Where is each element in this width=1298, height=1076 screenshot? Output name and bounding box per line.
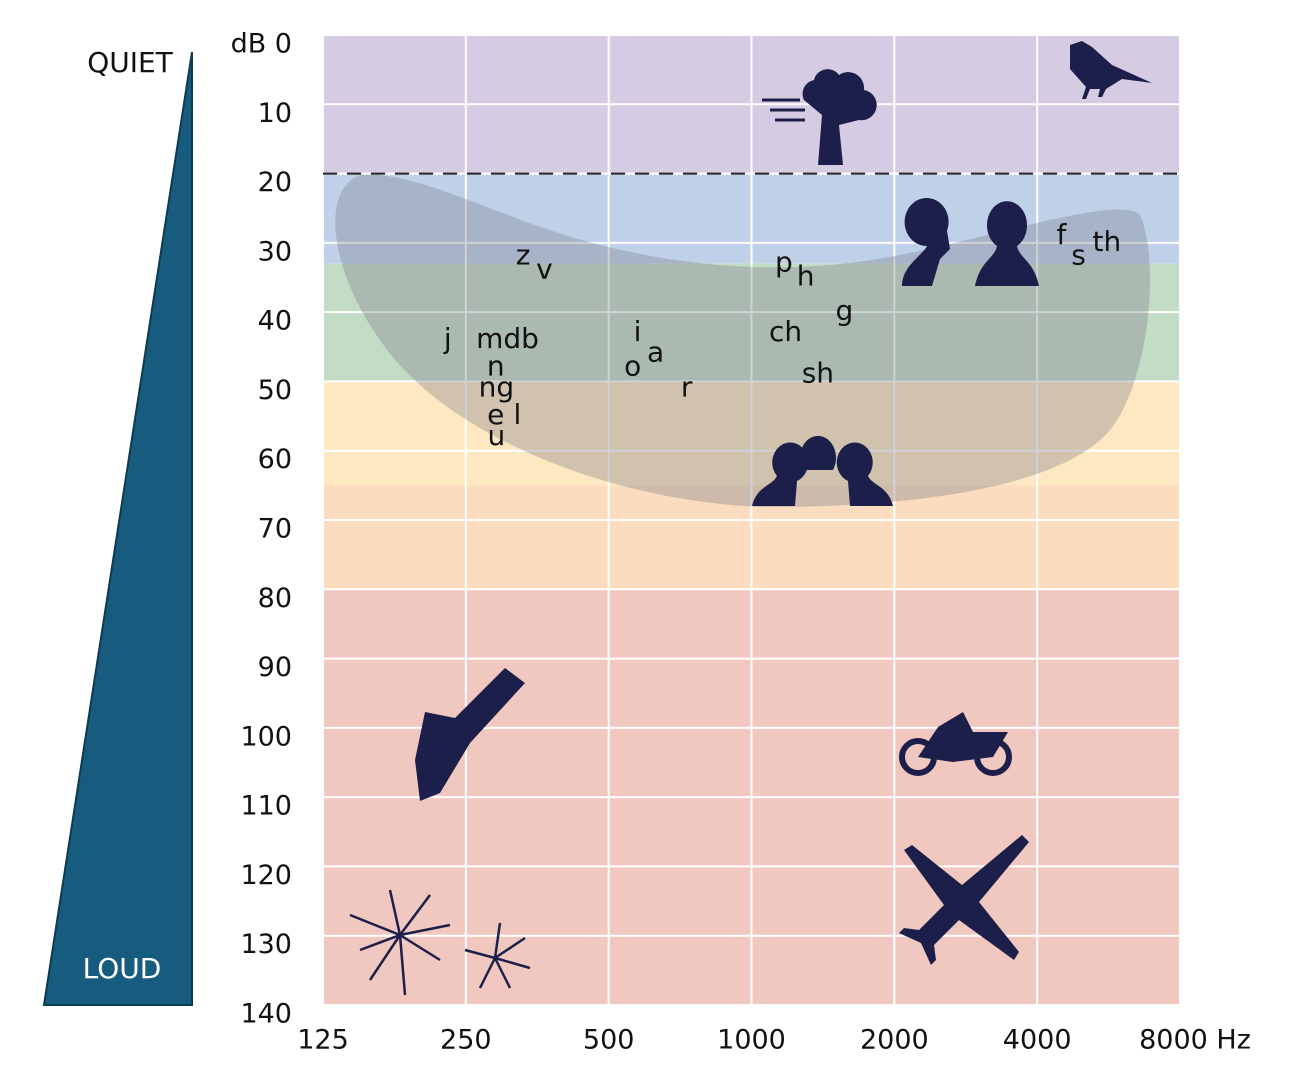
x-tick-label: 1000 xyxy=(717,1025,786,1056)
y-tick-label: 60 xyxy=(258,444,292,475)
phoneme: z xyxy=(516,239,531,272)
y-tick-label: 80 xyxy=(258,583,292,614)
phoneme: f xyxy=(1057,218,1068,251)
x-tick-label: 2000 xyxy=(860,1025,929,1056)
phoneme: v xyxy=(536,253,553,286)
fireworks-icon xyxy=(349,889,531,996)
phoneme: p xyxy=(775,246,793,279)
phoneme: n xyxy=(487,350,505,383)
wind-icon xyxy=(762,98,805,122)
y-tick-label: 100 xyxy=(240,721,292,752)
y-tick-label: 30 xyxy=(258,236,292,267)
y-tick-label: 10 xyxy=(258,98,292,129)
whisper-icon xyxy=(902,198,1039,286)
phoneme: sh xyxy=(802,357,834,390)
y-tick-label: 140 xyxy=(240,999,292,1030)
x-tick-label: 500 xyxy=(583,1025,635,1056)
y-tick-label: 50 xyxy=(258,375,292,406)
y-tick-label: 120 xyxy=(240,860,292,891)
y-tick-label: 110 xyxy=(240,791,292,822)
y-tick-label: 40 xyxy=(258,306,292,337)
plane-icon xyxy=(899,835,1029,965)
x-tick-label: 125 xyxy=(297,1025,349,1056)
phoneme: ch xyxy=(769,315,802,348)
x-tick-label: 4000 xyxy=(1003,1025,1072,1056)
speech-banana xyxy=(335,174,1150,508)
phoneme: e xyxy=(487,398,504,431)
phoneme: s xyxy=(1071,239,1086,272)
tree-icon xyxy=(802,69,877,165)
phoneme: th xyxy=(1093,225,1122,258)
chainsaw-icon xyxy=(415,668,525,801)
grid xyxy=(322,34,1181,1006)
motorcycle-icon xyxy=(899,712,1012,776)
marks: dB 0 10 20 30 40 50 60 70 80 90 100 110 120 130 140125… xyxy=(231,29,1251,1056)
phoneme: mdb xyxy=(476,322,539,355)
phoneme: g xyxy=(836,294,854,327)
phoneme: r xyxy=(681,370,693,403)
y-tick-label: 90 xyxy=(258,652,292,683)
y-tick-label: 70 xyxy=(258,514,292,545)
phoneme: a xyxy=(647,336,664,369)
loud-label: LOUD xyxy=(83,952,162,985)
x-tick-label: 250 xyxy=(440,1025,492,1056)
quiet-label: QUIET xyxy=(87,46,173,79)
phoneme: ng xyxy=(479,370,515,403)
y-tick-label: 130 xyxy=(240,929,292,960)
phoneme: j xyxy=(443,322,452,355)
icons xyxy=(349,41,1152,996)
loudness-wedge xyxy=(42,51,193,1006)
phoneme: u xyxy=(488,419,506,452)
phoneme: h xyxy=(797,260,815,293)
y-tick-label: dB 0 xyxy=(231,29,292,60)
phoneme: i xyxy=(634,315,642,348)
people-icon xyxy=(752,435,893,506)
x-tick-label: 8000 Hz xyxy=(1139,1025,1251,1056)
y-tick-label: 20 xyxy=(258,167,292,198)
bird-icon xyxy=(1070,41,1152,99)
phoneme: l xyxy=(513,398,521,431)
phoneme: o xyxy=(624,350,641,383)
